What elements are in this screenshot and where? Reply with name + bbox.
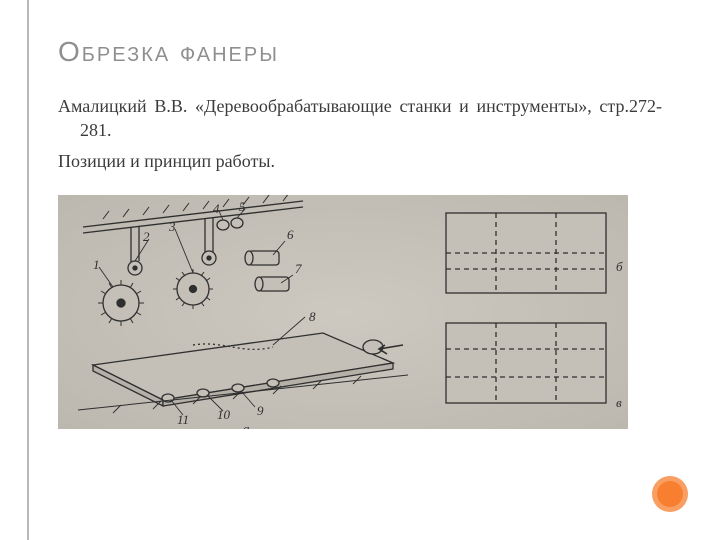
slide-title: Обрезка фанеры <box>58 36 662 68</box>
panel-label-v: в <box>616 395 622 410</box>
callout-1: 1 <box>93 257 100 272</box>
caption-line: Позиции и принцип работы. <box>58 149 662 173</box>
callout-7: 7 <box>295 261 302 276</box>
figure: 1 2 3 4 5 6 7 8 9 10 11 <box>58 195 628 429</box>
reference-line: Амалицкий В.В. «Деревообрабатывающие ста… <box>58 94 662 143</box>
callout-3: 3 <box>168 219 176 234</box>
left-vertical-rule <box>27 0 29 540</box>
panel-label-a: а <box>243 421 250 429</box>
panel-v: в <box>446 323 622 410</box>
callout-2: 2 <box>143 229 150 244</box>
callout-6: 6 <box>287 227 294 242</box>
callout-11: 11 <box>177 412 189 427</box>
accent-dot-icon <box>652 476 688 512</box>
callout-10: 10 <box>217 407 231 422</box>
panel-b: б <box>446 213 623 293</box>
body-text: Амалицкий В.В. «Деревообрабатывающие ста… <box>58 94 662 173</box>
callout-4: 4 <box>213 201 220 216</box>
callout-8: 8 <box>309 309 316 324</box>
panel-label-b: б <box>616 259 623 274</box>
callout-9: 9 <box>257 403 264 418</box>
